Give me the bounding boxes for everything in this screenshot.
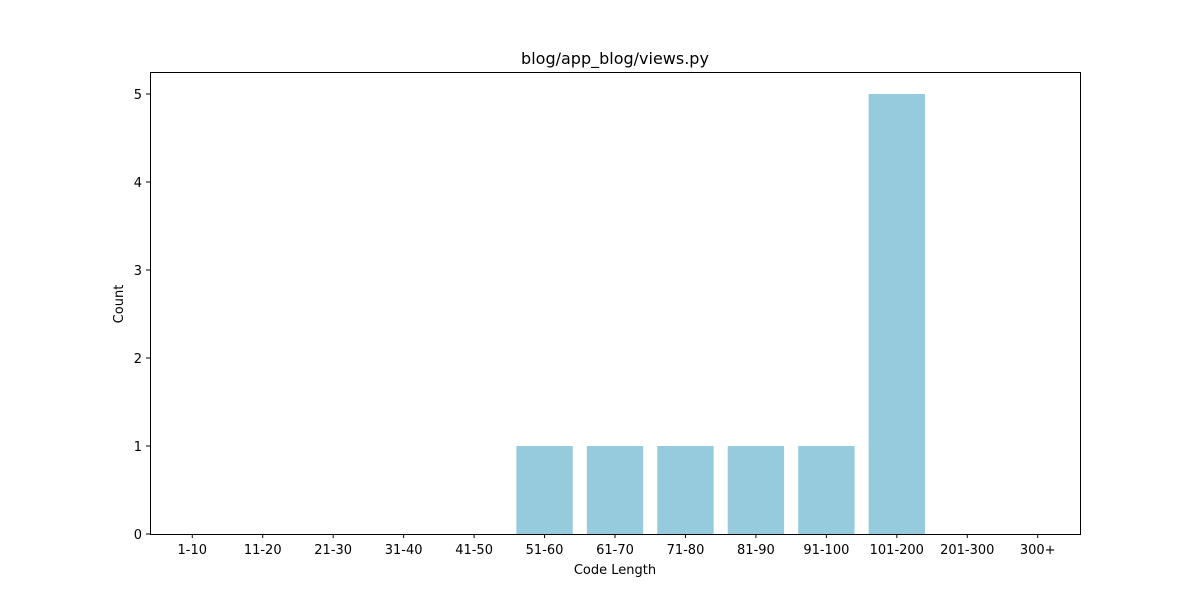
bar-61-70 [586, 446, 644, 534]
y-tick-label: 5 [134, 88, 142, 103]
bar-81-90 [727, 446, 785, 534]
plot-area-frame [150, 72, 1081, 535]
x-tick-label: 41-50 [455, 543, 493, 558]
y-tick-label: 1 [134, 440, 142, 455]
x-axis-ticks: 1-10 11-20 21-30 31-40 41-50 51-60 61-70 71-80 8… [178, 534, 1056, 558]
bars-group [516, 94, 925, 534]
x-tick-label: 91-100 [803, 543, 849, 558]
y-tick-label: 0 [134, 528, 142, 543]
bar-101-200 [868, 94, 925, 534]
x-tick-label: 71-80 [667, 543, 705, 558]
x-tick-label: 101-200 [870, 543, 924, 558]
y-tick-label: 4 [134, 176, 142, 191]
chart-title: blog/app_blog/views.py [521, 49, 709, 69]
y-axis-label: Count [112, 285, 127, 324]
bar-51-60 [516, 446, 573, 534]
y-axis-ticks: 0 1 2 3 4 5 [134, 88, 150, 543]
x-tick-label: 31-40 [385, 543, 423, 558]
x-tick-label: 201-300 [940, 543, 994, 558]
x-tick-label: 1-10 [178, 543, 208, 558]
x-axis-label: Code Length [574, 563, 656, 578]
x-tick-label: 81-90 [737, 543, 775, 558]
x-tick-label: 11-20 [244, 543, 282, 558]
y-tick-label: 3 [134, 264, 142, 279]
x-tick-label: 51-60 [526, 543, 564, 558]
y-tick-label: 2 [134, 352, 142, 367]
x-tick-label: 21-30 [314, 543, 352, 558]
x-tick-label: 61-70 [596, 543, 634, 558]
bar-71-80 [657, 446, 714, 534]
bar-91-100 [798, 446, 855, 534]
x-tick-label: 300+ [1020, 543, 1056, 558]
